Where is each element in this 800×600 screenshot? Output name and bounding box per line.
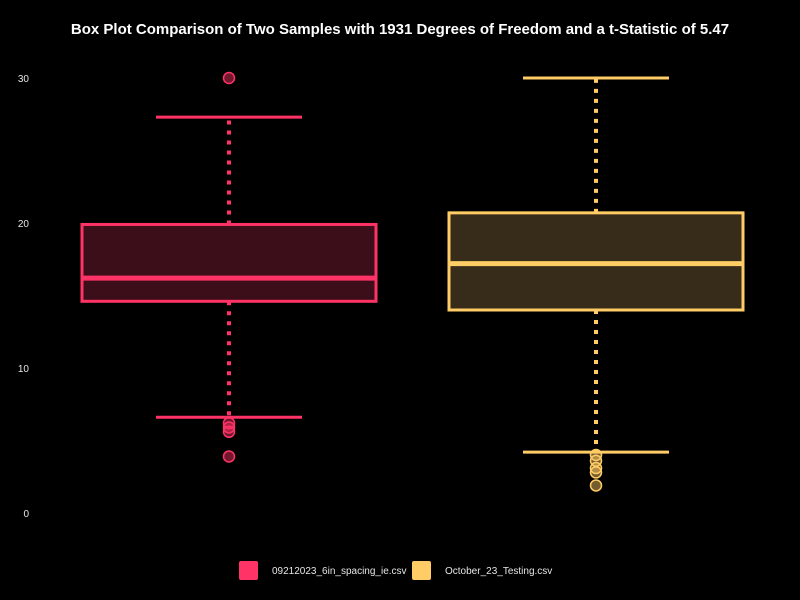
outlier-point bbox=[589, 461, 603, 475]
outlier-point bbox=[222, 71, 236, 85]
outlier-point bbox=[222, 450, 236, 463]
outlier-point bbox=[222, 425, 236, 439]
y-tick-label: 0 bbox=[23, 509, 29, 520]
outlier-point bbox=[222, 421, 236, 434]
y-tick-label: 20 bbox=[18, 219, 30, 230]
box-series-1 bbox=[80, 71, 378, 463]
legend-label: 09212023_6in_spacing_ie.csv bbox=[272, 566, 407, 577]
iqr-box bbox=[80, 222, 378, 303]
y-axis: 0 10 20 30 bbox=[18, 74, 30, 520]
legend-swatch bbox=[239, 561, 258, 580]
y-tick-label: 10 bbox=[18, 364, 30, 375]
plot-area bbox=[80, 71, 745, 492]
outlier-point bbox=[222, 416, 236, 430]
outlier-point bbox=[589, 479, 603, 492]
legend-swatch bbox=[412, 561, 431, 580]
y-tick-label: 30 bbox=[18, 74, 30, 85]
outlier-point bbox=[589, 466, 603, 479]
legend: 09212023_6in_spacing_ie.csv October_23_Te… bbox=[239, 561, 552, 580]
box-series-2 bbox=[447, 76, 745, 492]
chart-title: Box Plot Comparison of Two Samples with … bbox=[71, 21, 729, 38]
legend-label: October_23_Testing.csv bbox=[445, 566, 552, 577]
